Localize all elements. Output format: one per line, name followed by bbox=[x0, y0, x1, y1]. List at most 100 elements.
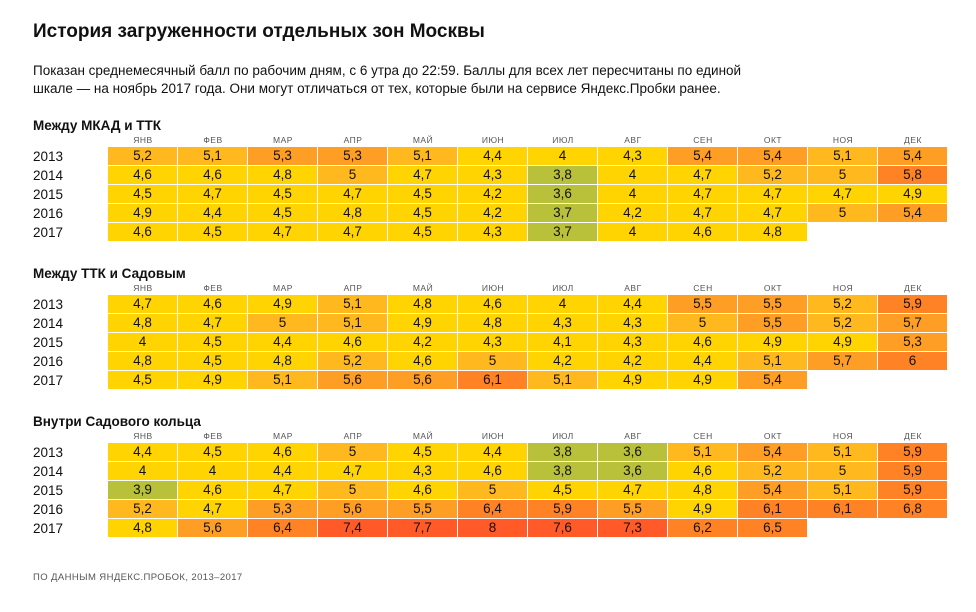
heatmap-cell: 4,9 bbox=[388, 314, 457, 332]
heatmap-cell: 4 bbox=[528, 147, 597, 165]
heatmap-cell: 5,4 bbox=[738, 371, 807, 389]
heatmap-row: 2017 4,6 4,5 4,7 4,7 4,5 4,3 3,7 4 4,6 4,8 bbox=[33, 223, 938, 242]
heatmap-cell: 5,6 bbox=[388, 371, 457, 389]
zone-section-mkad-ttk: Между МКАД и ТТК ЯНВ ФЕВ МАР АПР МАЙ ИЮН ИЮЛ АВ… bbox=[33, 117, 947, 242]
heatmap-cell: 4,7 bbox=[738, 204, 807, 222]
month-label: НОЯ bbox=[832, 283, 854, 293]
heatmap-cell: 4,4 bbox=[248, 462, 317, 480]
year-label: 2016 bbox=[33, 502, 64, 517]
month-label: АПР bbox=[343, 283, 363, 293]
heatmap-cell: 5 bbox=[248, 314, 317, 332]
heatmap-cell: 7,7 bbox=[388, 519, 457, 537]
heatmap-cell: 8 bbox=[458, 519, 527, 537]
year-label: 2015 bbox=[33, 335, 64, 350]
heatmap-row: 2015 4,5 4,7 4,5 4,7 4,5 4,2 3,6 4 4,7 4,7 4,7 4,9 bbox=[33, 185, 947, 204]
heatmap-cell: 7,6 bbox=[528, 519, 597, 537]
month-label: ЯНВ bbox=[133, 135, 153, 145]
heatmap-cell: 4,2 bbox=[458, 204, 527, 222]
heatmap-cell: 4,2 bbox=[458, 185, 527, 203]
heatmap-cell: 5,3 bbox=[318, 147, 387, 165]
month-label: ИЮН bbox=[481, 135, 505, 145]
heatmap-cell: 4 bbox=[598, 166, 667, 184]
heatmap-cell: 4,5 bbox=[178, 223, 247, 241]
heatmap-cell: 5 bbox=[808, 166, 877, 184]
heatmap-cell: 4,9 bbox=[178, 371, 247, 389]
heatmap-cell: 4,6 bbox=[108, 223, 177, 241]
heatmap-cell: 4,5 bbox=[248, 185, 317, 203]
heatmap-cell: 4,7 bbox=[178, 314, 247, 332]
heatmap-cell: 5 bbox=[808, 462, 877, 480]
heatmap-cell: 4,5 bbox=[388, 204, 457, 222]
heatmap-cell: 6 bbox=[878, 352, 947, 370]
heatmap-cell: 4,7 bbox=[318, 462, 387, 480]
heatmap-cell: 4,4 bbox=[108, 443, 177, 461]
month-label: СЕН bbox=[693, 283, 713, 293]
heatmap-cell: 4,4 bbox=[668, 352, 737, 370]
heatmap-cell: 5,6 bbox=[178, 519, 247, 537]
heatmap-cell: 5,1 bbox=[528, 371, 597, 389]
heatmap-cell: 5,1 bbox=[738, 352, 807, 370]
heatmap-grid: 2013 5,2 5,1 5,3 5,3 5,1 4,4 4 4,3 5,4 5,4 5,1 5,4 20… bbox=[33, 147, 947, 242]
month-label: МАЙ bbox=[412, 431, 434, 441]
heatmap-cell: 5,7 bbox=[878, 314, 947, 332]
heatmap-cell: 4,6 bbox=[108, 166, 177, 184]
heatmap-cell: 4,9 bbox=[738, 333, 807, 351]
heatmap-cell: 5,3 bbox=[248, 147, 317, 165]
year-label: 2017 bbox=[33, 521, 64, 536]
heatmap-cell: 5,4 bbox=[668, 147, 737, 165]
heatmap-cell: 4,8 bbox=[108, 352, 177, 370]
heatmap-grid: 2013 4,7 4,6 4,9 5,1 4,8 4,6 4 4,4 5,5 5,5 5,2 5,9 20… bbox=[33, 295, 947, 390]
year-label: 2013 bbox=[33, 149, 64, 164]
heatmap-row: 2013 4,4 4,5 4,6 5 4,5 4,4 3,8 3,6 5,1 5,4 5,1 5,9 bbox=[33, 443, 947, 462]
heatmap-cell: 4,6 bbox=[388, 352, 457, 370]
month-label: ОКТ bbox=[763, 283, 783, 293]
year-label: 2013 bbox=[33, 445, 64, 460]
heatmap-cell: 4,6 bbox=[458, 462, 527, 480]
heatmap-cell: 5,5 bbox=[738, 295, 807, 313]
heatmap-row: 2016 5,2 4,7 5,3 5,6 5,5 6,4 5,9 5,5 4,9 6,1 6,1 6,8 bbox=[33, 500, 947, 519]
heatmap-row: 2017 4,8 5,6 6,4 7,4 7,7 8 7,6 7,3 6,2 6,5 bbox=[33, 519, 938, 538]
heatmap-cell: 5,5 bbox=[598, 500, 667, 518]
heatmap-cell: 5,5 bbox=[668, 295, 737, 313]
heatmap-cell: 4,5 bbox=[178, 443, 247, 461]
heatmap-cell: 5,4 bbox=[878, 204, 947, 222]
heatmap-cell: 4,8 bbox=[108, 519, 177, 537]
heatmap-cell: 4,2 bbox=[528, 352, 597, 370]
heatmap-row: 2015 3,9 4,6 4,7 5 4,6 5 4,5 4,7 4,8 5,4 5,1 5,9 bbox=[33, 481, 947, 500]
heatmap-cell: 4,3 bbox=[388, 462, 457, 480]
heatmap-cell: 3,6 bbox=[598, 462, 667, 480]
year-label: 2014 bbox=[33, 316, 64, 331]
year-label: 2017 bbox=[33, 373, 64, 388]
heatmap-cell: 5,4 bbox=[738, 481, 807, 499]
month-header: ЯНВ ФЕВ МАР АПР МАЙ ИЮН ИЮЛ АВГ СЕН ОКТ НОЯ ДЕК bbox=[108, 431, 938, 443]
heatmap-cell: 5,4 bbox=[878, 147, 947, 165]
heatmap-cell: 4,9 bbox=[808, 333, 877, 351]
heatmap-cell: 4,5 bbox=[388, 223, 457, 241]
heatmap-cell: 4,8 bbox=[318, 204, 387, 222]
year-label: 2015 bbox=[33, 483, 64, 498]
heatmap-cell: 4,8 bbox=[248, 352, 317, 370]
heatmap-cell: 5,2 bbox=[318, 352, 387, 370]
heatmap-cell: 4,9 bbox=[668, 500, 737, 518]
month-label: ЯНВ bbox=[133, 283, 153, 293]
year-label: 2016 bbox=[33, 206, 64, 221]
heatmap-cell: 5,1 bbox=[248, 371, 317, 389]
heatmap-cell: 3,9 bbox=[108, 481, 177, 499]
heatmap-cell: 5,2 bbox=[808, 295, 877, 313]
heatmap-cell: 5,9 bbox=[878, 443, 947, 461]
heatmap-cell: 3,7 bbox=[528, 204, 597, 222]
month-label: ИЮН bbox=[481, 283, 505, 293]
year-label: 2014 bbox=[33, 464, 64, 479]
month-label: НОЯ bbox=[832, 431, 854, 441]
source-footer: ПО ДАННЫМ ЯНДЕКС.ПРОБОК, 2013–2017 bbox=[33, 572, 243, 583]
heatmap-cell: 5,2 bbox=[108, 500, 177, 518]
heatmap-cell: 4,8 bbox=[738, 223, 807, 241]
heatmap-cell: 5,5 bbox=[388, 500, 457, 518]
month-label: ФЕВ bbox=[203, 283, 223, 293]
month-label: ДЕК bbox=[904, 135, 922, 145]
heatmap-cell: 4 bbox=[598, 223, 667, 241]
heatmap-cell: 3,8 bbox=[528, 166, 597, 184]
month-label: ФЕВ bbox=[203, 135, 223, 145]
heatmap-cell: 4,3 bbox=[598, 314, 667, 332]
month-label: МАР bbox=[273, 431, 293, 441]
